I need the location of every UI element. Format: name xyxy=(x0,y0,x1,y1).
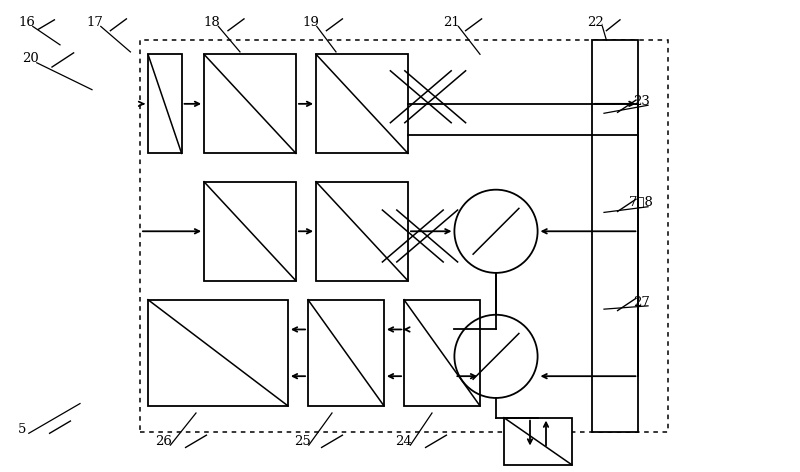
Bar xyxy=(204,182,296,281)
Text: 18: 18 xyxy=(204,16,220,29)
Text: 25: 25 xyxy=(294,435,310,448)
Bar xyxy=(316,54,408,153)
Bar xyxy=(504,418,572,465)
Bar xyxy=(204,54,296,153)
Bar xyxy=(308,300,384,406)
Bar xyxy=(140,40,668,432)
Text: 5: 5 xyxy=(18,423,26,436)
Bar xyxy=(148,54,182,153)
Bar xyxy=(404,300,480,406)
Text: 16: 16 xyxy=(18,16,35,29)
Text: 27: 27 xyxy=(633,295,650,309)
Text: 22: 22 xyxy=(588,16,604,29)
Text: 21: 21 xyxy=(444,16,460,29)
Text: 17: 17 xyxy=(86,16,103,29)
Text: 24: 24 xyxy=(396,435,412,448)
Text: 20: 20 xyxy=(22,52,38,66)
Bar xyxy=(592,40,638,432)
Text: 19: 19 xyxy=(302,16,319,29)
Bar xyxy=(316,182,408,281)
Bar xyxy=(148,300,288,406)
Text: 7、8: 7、8 xyxy=(629,196,654,210)
Text: 26: 26 xyxy=(155,435,173,448)
Text: 23: 23 xyxy=(633,95,650,108)
